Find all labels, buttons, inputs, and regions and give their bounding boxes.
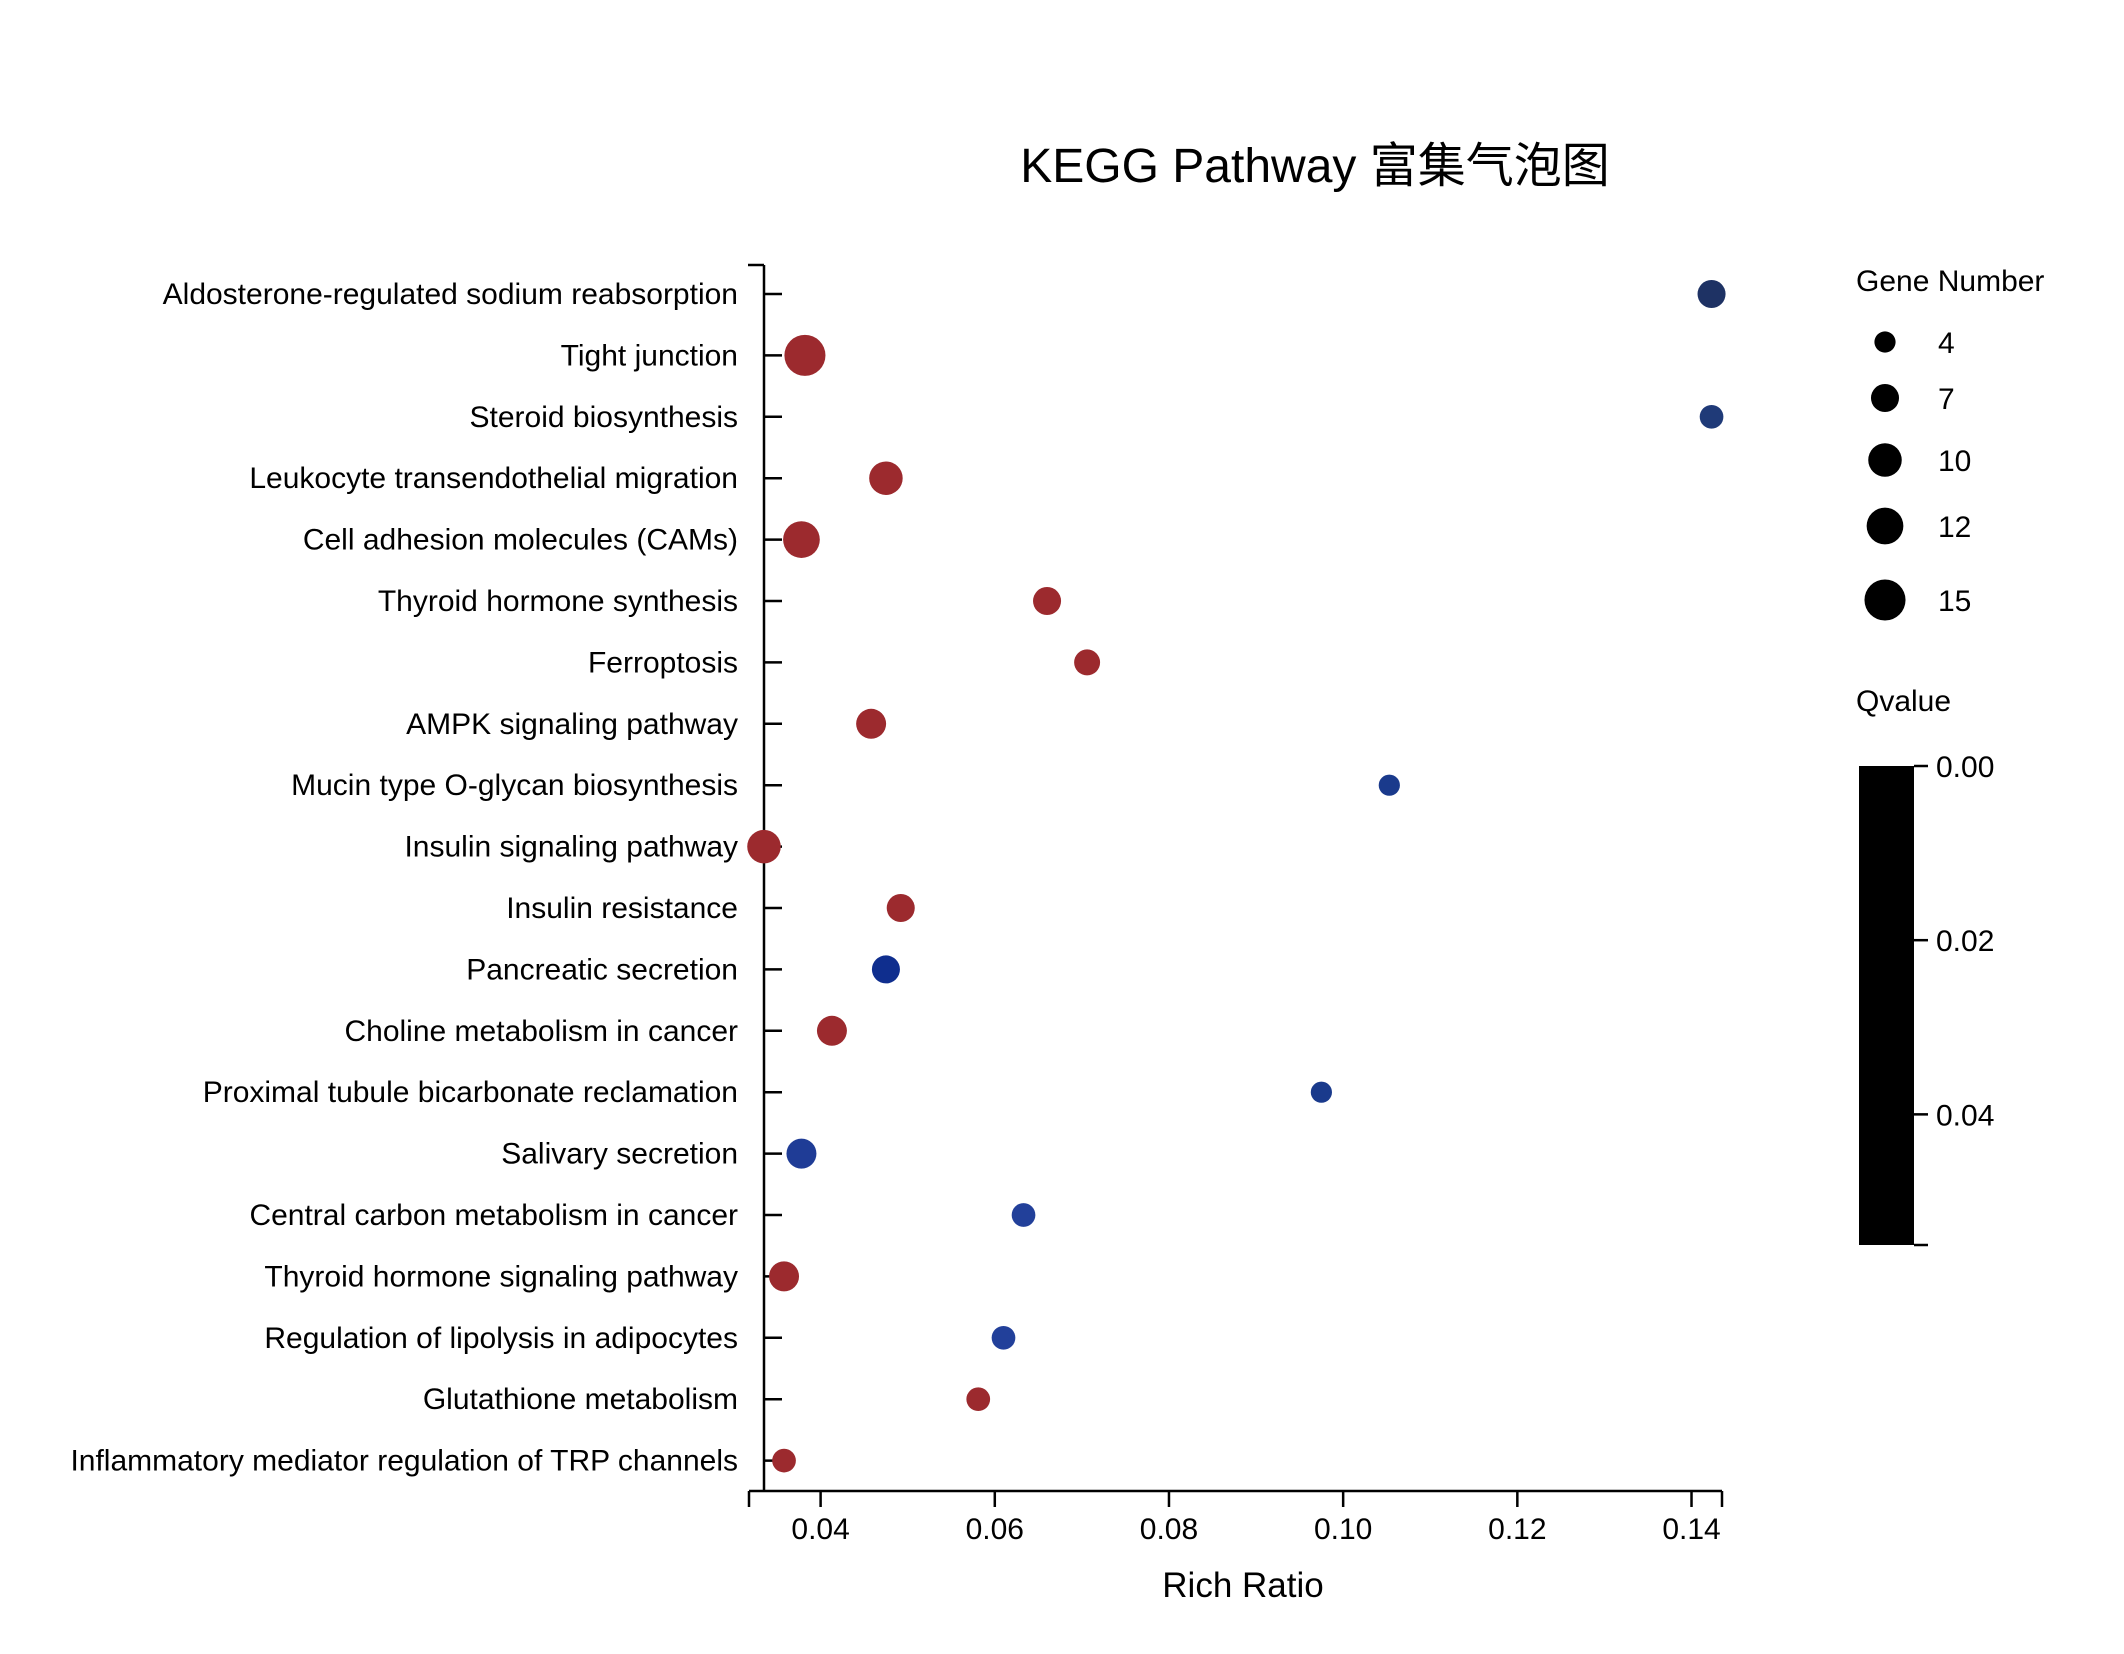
colorbar-tick-label: 0.04 [1936,1099,1994,1132]
bubble-point [1699,404,1724,429]
size-legend-label: 12 [1938,511,1971,544]
bubble-point [1011,1203,1036,1227]
bubble-point [1033,586,1062,616]
x-tick-label: 0.14 [1662,1513,1720,1546]
bubble-point [772,1448,796,1473]
x-tick-label: 0.08 [1140,1513,1198,1546]
y-tick-label: Salivary secretion [501,1138,738,1171]
size-legend-dot [1874,331,1896,353]
bubble-point [784,334,826,376]
bubble-point [1074,649,1101,676]
y-tick-label: Glutathione metabolism [423,1383,738,1416]
size-legend-label: 7 [1938,383,1955,416]
size-legend-label: 10 [1938,445,1971,478]
size-legend: Gene Number 4 7 10 12 15 [1856,265,2044,621]
y-tick-label: Thyroid hormone signaling pathway [264,1260,738,1293]
size-legend-title: Gene Number [1856,265,2044,298]
x-tick-label: 0.12 [1488,1513,1546,1546]
size-legend-label: 15 [1938,585,1971,618]
bubble-point [966,1387,991,1412]
bubble-point [886,893,915,923]
colorbar [1859,766,1914,1245]
chart-title: KEGG Pathway 富集气泡图 [1020,140,1609,193]
y-tick-label: Central carbon metabolism in cancer [249,1199,738,1232]
size-legend-label: 4 [1938,327,1955,360]
bubble-point [816,1015,847,1046]
y-tick-label: Proximal tubule bicarbonate reclamation [203,1076,738,1109]
x-tick-label: 0.10 [1314,1513,1372,1546]
x-tick-label: 0.06 [966,1513,1024,1546]
y-tick-label: Cell adhesion molecules (CAMs) [303,524,738,557]
y-tick-label: Regulation of lipolysis in adipocytes [264,1322,738,1355]
bubble-point [1697,279,1726,309]
y-tick-label: AMPK signaling pathway [406,708,738,741]
y-tick-label: Aldosterone-regulated sodium reabsorptio… [163,278,738,311]
bubble-point [856,708,887,739]
y-tick-label: Insulin resistance [506,892,738,925]
y-tick-label: Ferroptosis [588,646,738,679]
bubble-point [869,461,903,495]
bubble-point [769,1261,800,1292]
y-tick-label: Leukocyte transendothelial migration [249,462,738,495]
y-tick-label: Insulin signaling pathway [404,831,738,864]
bubble-point [786,1138,817,1169]
y-tick-label: Tight junction [561,339,738,372]
color-legend: Qvalue 0.00 0.02 0.04 [1856,685,1994,1247]
y-tick-label: Inflammatory mediator regulation of TRP … [70,1445,738,1478]
bubble-point [871,955,900,984]
size-legend-dot [1864,579,1906,621]
bubble-point [783,521,820,558]
bubble-point [747,829,781,864]
size-legend-dot [1868,443,1902,477]
y-tick-label: Mucin type O-glycan biosynthesis [291,769,738,802]
x-axis-title: Rich Ratio [1162,1566,1323,1605]
size-legend-dot [1866,507,1904,545]
colorbar-tick-label: 0.00 [1936,751,1994,784]
y-axis: Aldosterone-regulated sodium reabsorptio… [70,263,782,1491]
size-legend-dot [1870,383,1900,413]
y-tick-label: Thyroid hormone synthesis [378,585,738,618]
colorbar-tick-label: 0.02 [1936,925,1994,958]
y-tick-label: Choline metabolism in cancer [344,1015,738,1048]
x-axis: 0.04 0.06 0.08 0.10 0.12 0.14 [747,1489,1724,1546]
y-tick-label: Steroid biosynthesis [470,401,738,434]
bubble-point [1310,1081,1332,1103]
bubbles [747,279,1726,1473]
bubble-point [1378,774,1400,796]
y-tick-label: Pancreatic secretion [466,953,738,986]
x-tick-label: 0.04 [791,1513,849,1546]
bubble-point [991,1325,1016,1350]
color-legend-title: Qvalue [1856,685,1951,718]
